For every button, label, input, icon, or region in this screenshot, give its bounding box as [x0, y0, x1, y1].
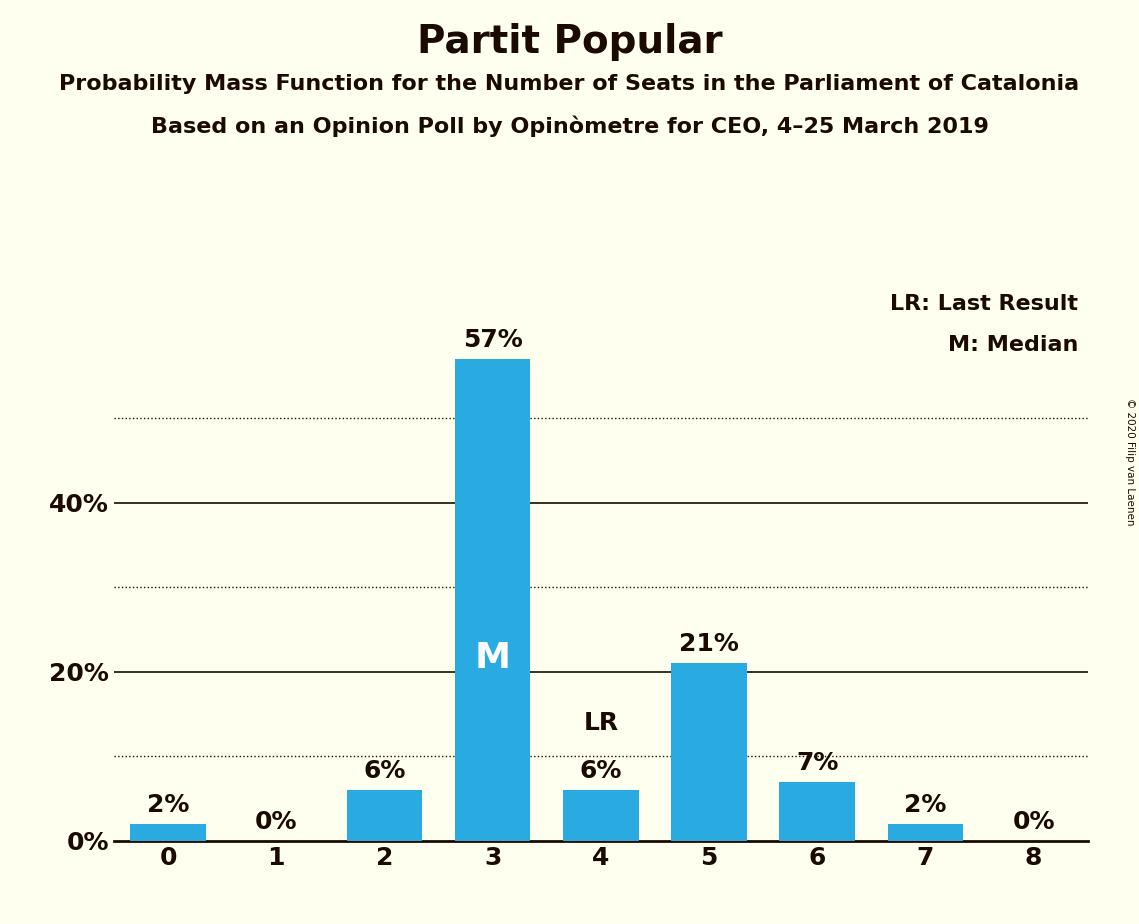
- Bar: [130, 824, 206, 841]
- Text: M: Median: M: Median: [948, 335, 1077, 355]
- Text: 0%: 0%: [255, 810, 297, 834]
- Text: 7%: 7%: [796, 751, 838, 775]
- Text: LR: LR: [583, 711, 618, 736]
- Bar: [671, 663, 747, 841]
- Text: 21%: 21%: [679, 632, 739, 656]
- Text: M: M: [475, 640, 510, 675]
- Text: Based on an Opinion Poll by Opinòmetre for CEO, 4–25 March 2019: Based on an Opinion Poll by Opinòmetre f…: [150, 116, 989, 137]
- Bar: [887, 824, 964, 841]
- Text: Probability Mass Function for the Number of Seats in the Parliament of Catalonia: Probability Mass Function for the Number…: [59, 74, 1080, 94]
- Bar: [563, 790, 639, 841]
- Text: LR: Last Result: LR: Last Result: [890, 294, 1077, 314]
- Text: Partit Popular: Partit Popular: [417, 23, 722, 61]
- Text: 2%: 2%: [904, 793, 947, 817]
- Text: 57%: 57%: [462, 328, 523, 352]
- Text: 0%: 0%: [1013, 810, 1055, 834]
- Text: © 2020 Filip van Laenen: © 2020 Filip van Laenen: [1125, 398, 1134, 526]
- Text: 6%: 6%: [363, 760, 405, 784]
- Bar: [346, 790, 423, 841]
- Bar: [454, 359, 531, 841]
- Text: 6%: 6%: [580, 760, 622, 784]
- Text: 2%: 2%: [147, 793, 189, 817]
- Bar: [779, 782, 855, 841]
